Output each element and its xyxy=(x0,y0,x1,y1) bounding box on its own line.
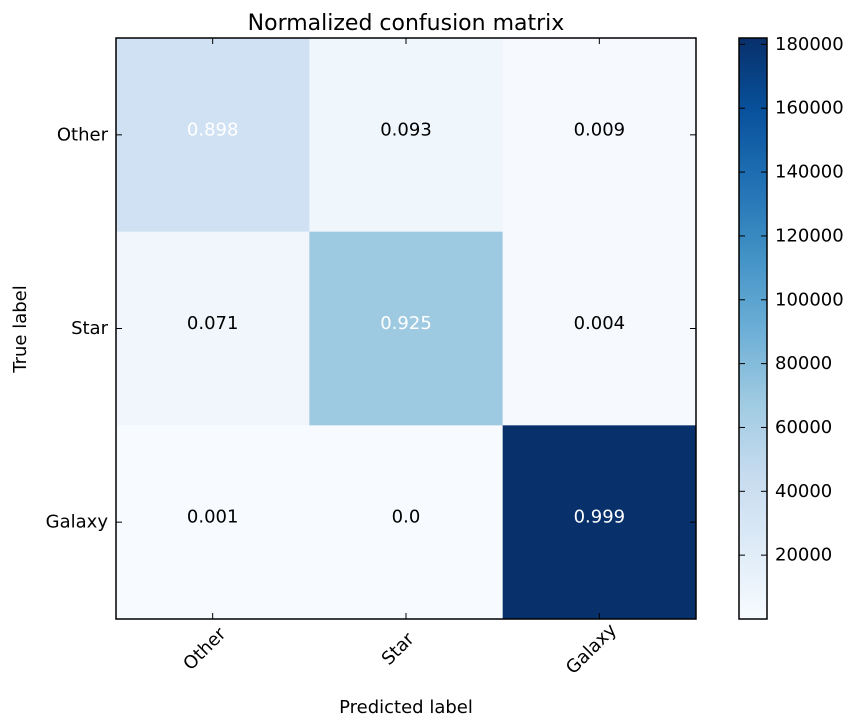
y-tick-label-star: Star xyxy=(71,318,109,339)
heatmap-cell-r2-c1 xyxy=(309,425,504,620)
colorbar-tick-label: 20000 xyxy=(775,545,832,566)
colorbar-tick-label: 140000 xyxy=(775,162,844,183)
x-axis-label: Predicted label xyxy=(339,697,473,718)
heatmap-cell-r2-c0 xyxy=(116,425,310,620)
heatmap-cell-r0-c0 xyxy=(116,38,310,233)
heatmap-cell-r0-c2 xyxy=(502,38,697,233)
colorbar-tick-label: 160000 xyxy=(775,98,844,119)
y-tick-label-other: Other xyxy=(57,124,109,145)
x-tick-label-star: Star xyxy=(378,628,419,669)
colorbar-ticks: 20000 40000 60000 80000 100000 120000 140000 16… xyxy=(739,34,844,566)
colorbar-tick-label: 80000 xyxy=(775,353,832,374)
colorbar-tick-label: 40000 xyxy=(775,481,832,502)
cell-label-r0-c0: 0.898 xyxy=(187,119,239,140)
heatmap-cell-r2-c2 xyxy=(502,425,697,620)
cell-label-r1-c1: 0.925 xyxy=(380,313,432,334)
cell-label-r1-c0: 0.071 xyxy=(187,313,239,334)
heatmap-cell-r0-c1 xyxy=(309,38,504,233)
cell-label-r2-c0: 0.001 xyxy=(187,507,239,528)
heatmap-cell-r1-c1 xyxy=(309,231,504,426)
y-axis-label: True label xyxy=(10,285,31,374)
cell-label-r0-c2: 0.009 xyxy=(574,119,626,140)
colorbar-tick-label: 60000 xyxy=(775,417,832,438)
x-tick-label-galaxy: Galaxy xyxy=(562,619,621,678)
colorbar-tick-label: 180000 xyxy=(775,34,844,55)
heatmap-cell-r1-c2 xyxy=(502,231,697,426)
y-tick-label-galaxy: Galaxy xyxy=(46,512,109,533)
cell-label-r2-c2: 0.999 xyxy=(574,507,626,528)
heatmap-cell-labels: 0.898 0.093 0.009 0.071 0.925 0.004 0.001 0.0 0.… xyxy=(187,119,625,527)
cell-label-r2-c1: 0.0 xyxy=(392,507,421,528)
chart-title: Normalized confusion matrix xyxy=(248,11,565,36)
colorbar-tick-label: 120000 xyxy=(775,225,844,246)
colorbar xyxy=(738,37,768,620)
cell-label-r0-c1: 0.093 xyxy=(380,119,432,140)
y-axis-ticks: Other Star Galaxy xyxy=(46,124,696,533)
colorbar-tick-label: 100000 xyxy=(775,289,844,310)
heatmap-cell-r1-c0 xyxy=(116,231,310,426)
x-tick-label-other: Other xyxy=(179,623,230,674)
heatmap-cells xyxy=(116,38,697,620)
cell-label-r1-c2: 0.004 xyxy=(574,313,626,334)
